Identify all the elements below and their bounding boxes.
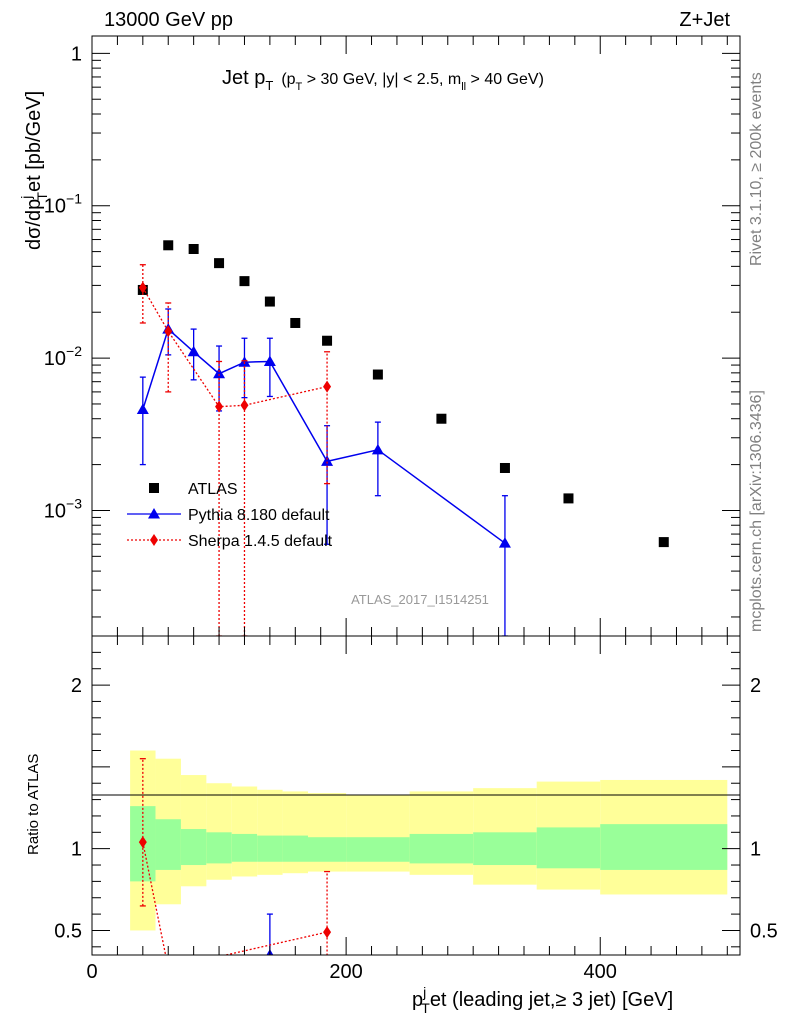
stat-uncertainty-band [473,832,537,866]
ratio-y-label: Ratio to ATLAS [25,754,42,855]
pythia-8-180-default-point [371,443,384,455]
y-tick-label: 1 [71,43,82,65]
y-tick-label: 10−2 [44,343,82,370]
stat-uncertainty-band [600,824,728,870]
atlas-point [290,317,301,328]
ratio-y-tick-label: 2 [71,675,82,697]
stat-uncertainty-band [206,832,232,864]
header-left: 13000 GeV pp [104,9,233,31]
sherpa-1-4-5-default-point [138,836,147,849]
atlas-point [239,276,250,287]
stat-uncertainty-band [231,833,258,862]
y-tick-label: 10−3 [44,495,82,522]
legend: ATLAS Pythia 8.180 default Sherpa 1.4.5 de… [127,481,333,550]
ratio-bands [130,750,728,931]
pythia-8-180-default-point [213,367,226,379]
x-tick-label: 400 [584,961,617,983]
x-tick-label: 0 [86,961,97,983]
stat-uncertainty-band [257,835,283,862]
pythia-8-180-default-point [187,345,200,357]
legend-label-sherpa-1-4-5-default: Sherpa 1.4.5 default [188,533,333,550]
legend-label-pythia-8-180-default: Pythia 8.180 default [188,507,330,524]
analysis-watermark: ATLAS_2017_I1514251 [351,592,489,607]
total-uncertainty-band [206,783,232,880]
stat-uncertainty-band [346,837,410,862]
y-tick-label: 10−1 [44,191,82,218]
atlas-point [322,335,333,346]
stat-uncertainty-band [180,829,207,866]
stat-uncertainty-band [409,833,474,864]
atlas-point [658,537,669,548]
sherpa-1-4-5-default-line [142,841,328,955]
legend-marker-pythia-8-180-default [148,508,160,519]
main-series [136,240,669,636]
stat-uncertainty-band [155,819,181,870]
total-uncertainty-band [257,789,283,875]
ratio-y-tick-label-right: 1 [750,839,761,861]
pythia-8-180-default-point [498,537,511,548]
atlas-point [214,258,225,269]
x-tick-label: 200 [329,961,362,983]
chart-title: Jet pT (pT > 30 GeV, |y| < 2.5, mll > 40 … [222,67,544,93]
atlas-point [372,369,383,380]
legend-label-atlas: ATLAS [188,481,238,498]
pythia-8-180-default-point [136,403,149,414]
sherpa-1-4-5-default-point [323,926,332,939]
legend-marker-atlas [149,483,159,493]
stat-uncertainty-band [536,827,601,869]
x-axis-label: pj Tet (leading jet,≥ 3 jet) [GeV] [412,984,673,1016]
pythia-8-180-default-point [321,455,334,466]
sherpa-1-4-5-default-point [240,399,249,412]
sherpa-1-4-5-default-point [215,400,224,413]
sherpa-1-4-5-default-point [164,325,173,338]
main-y-label: dσ/dpjTet [pb/GeV] [18,91,50,250]
ratio-y-tick-label-right: 2 [750,675,761,697]
tick-labels: 0 200 400 1 10−1 10−2 10−3 0.5 0.5 1 1 2 2 [44,43,778,983]
sherpa-1-4-5-default-point [164,962,172,974]
pythia-8-180-default-point [263,355,276,366]
legend-marker-sherpa-1-4-5-default [150,534,158,546]
mcplots-label: mcplots.cern.ch [arXiv:1306.3436] [748,390,765,632]
ratio-y-tick-label: 0.5 [54,920,82,942]
ratio-plot-frame [91,635,741,956]
ratio-y-tick-label-right: 0.5 [750,920,778,942]
sherpa-1-4-5-default-line [142,287,328,408]
stat-uncertainty-band [308,837,347,862]
rivet-version-label: Rivet 3.1.10, ≥ 200k events [748,72,765,266]
total-uncertainty-band [231,786,258,877]
atlas-point [436,413,447,424]
atlas-point [563,493,574,504]
sherpa-1-4-5-default-point [323,380,332,393]
atlas-point [188,244,199,255]
ratio-y-tick-label: 1 [71,839,82,861]
axis-ticks [91,36,740,955]
atlas-point [264,296,275,307]
atlas-point [499,462,510,473]
atlas-point [163,240,174,251]
stat-uncertainty-band [282,835,308,862]
header-right: Z+Jet [679,9,730,31]
sherpa-1-4-5-default-point [138,281,147,294]
ratio-series [138,758,332,974]
